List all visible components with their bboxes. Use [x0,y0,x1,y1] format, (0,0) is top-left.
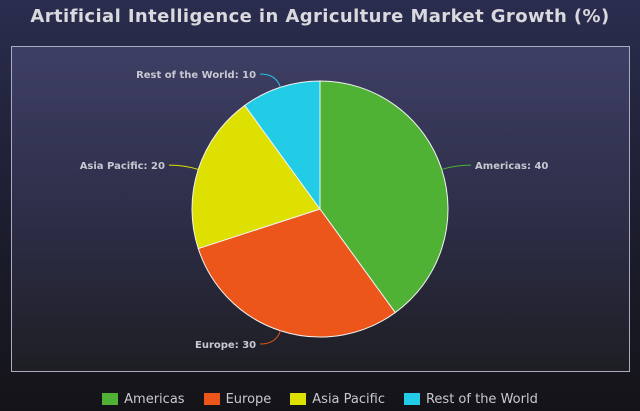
legend-item-rest-of-world[interactable]: Rest of the World [403,391,538,407]
pie-slice-europe[interactable] [197,208,396,338]
legend-label-europe: Europe [225,391,272,407]
legend-label-asia-pacific: Asia Pacific [312,391,385,407]
legend-swatch-rest-of-world [403,393,420,405]
connector-americas [441,164,472,170]
connector-europe [260,330,281,345]
data-label-asia-pacific: Asia Pacific: 20 [80,161,165,172]
legend-label-americas: Americas [124,391,185,407]
legend-swatch-europe [203,393,220,405]
data-label-europe: Europe: 30 [195,340,256,351]
chart-title: Artificial Intelligence in Agriculture M… [30,6,610,27]
legend-swatch-americas [102,393,119,405]
legend: Americas Europe Asia Pacific Rest of the… [0,389,640,409]
legend-swatch-asia-pacific [290,393,307,405]
legend-item-europe[interactable]: Europe [203,391,272,407]
connector-rest-of-world [260,73,281,88]
pie-slice-americas[interactable] [319,80,449,314]
connector-asia-pacific [168,164,199,170]
pie-slice-asia-pacific[interactable] [191,104,321,250]
legend-item-asia-pacific[interactable]: Asia Pacific [290,392,385,407]
legend-item-americas[interactable]: Americas [102,391,185,407]
data-label-rest-of-world: Rest of the World: 10 [136,70,256,81]
data-label-americas: Americas: 40 [475,161,548,172]
legend-label-rest-of-world: Rest of the World [425,391,538,407]
pie-slice-rest-of-world[interactable] [244,80,321,211]
